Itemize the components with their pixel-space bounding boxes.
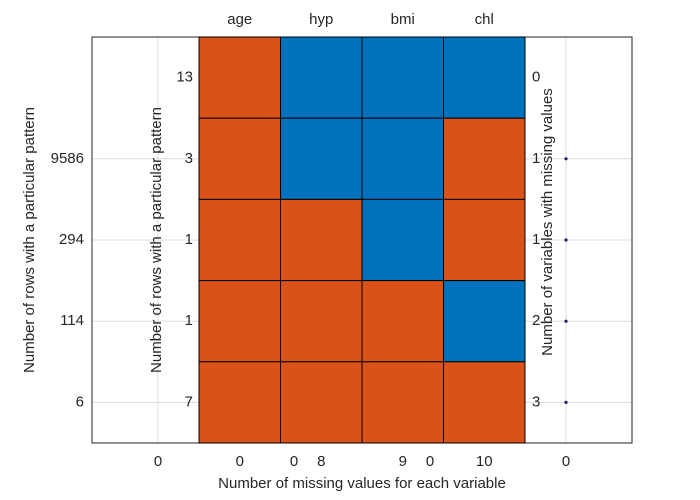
- x-tick-label: 0: [562, 453, 570, 470]
- row-missing-label: 0: [532, 69, 540, 86]
- pattern-cell: [280, 198, 363, 282]
- y-tick-label: 114: [60, 312, 84, 329]
- row-count-label: 1: [185, 312, 193, 329]
- pattern-cell: [280, 117, 363, 200]
- row-count-label: 7: [185, 393, 193, 410]
- pattern-cell: [198, 36, 281, 119]
- y-label: Number of rows with a particular pattern: [21, 107, 38, 373]
- pattern-cell: [361, 361, 444, 444]
- column-label: hyp: [309, 11, 333, 28]
- row-missing-label: 3: [532, 393, 540, 410]
- y2-label: Number of variables with missing values: [539, 88, 556, 356]
- y-tick-label: 9586: [51, 150, 84, 167]
- row-missing-label: 2: [532, 312, 540, 329]
- pattern-cell: [280, 361, 363, 444]
- inner-y-label: Number of rows with a particular pattern: [148, 107, 165, 373]
- pattern-cell: [443, 117, 526, 200]
- pattern-cell: [443, 280, 526, 363]
- y-tick-label: 6: [76, 393, 84, 410]
- pattern-cell: [280, 36, 363, 119]
- row-count-label: 3: [185, 150, 193, 167]
- row-count-label: 13: [176, 69, 193, 86]
- column-label: age: [227, 11, 252, 28]
- pattern-cell: [198, 361, 281, 444]
- column-label: chl: [475, 11, 494, 28]
- x-tick-label: 0: [426, 453, 434, 470]
- row-missing-label: 1: [532, 150, 540, 167]
- pattern-cell: [443, 198, 526, 282]
- pattern-cell: [361, 198, 444, 282]
- x-label: Number of missing values for each variab…: [218, 475, 506, 492]
- marker: [564, 400, 568, 404]
- pattern-cell: [198, 280, 281, 363]
- x-tick-label: 0: [154, 453, 162, 470]
- column-missing-label: 10: [476, 453, 493, 470]
- column-missing-label: 8: [317, 453, 325, 470]
- x-tick-label: 0: [290, 453, 298, 470]
- y-tick-label: 294: [59, 231, 84, 248]
- pattern-cell: [361, 36, 444, 119]
- pattern-cell: [443, 361, 526, 444]
- marker: [564, 157, 568, 161]
- row-missing-label: 1: [532, 231, 540, 248]
- column-missing-label: 9: [399, 453, 407, 470]
- pattern-cell: [443, 36, 526, 119]
- pattern-cell: [361, 117, 444, 200]
- pattern-cell: [361, 280, 444, 363]
- pattern-cell: [198, 117, 281, 200]
- pattern-cell: [198, 198, 281, 282]
- marker: [564, 319, 568, 323]
- pattern-cell: [280, 280, 363, 363]
- marker: [564, 238, 568, 242]
- row-count-label: 1: [185, 231, 193, 248]
- column-missing-label: 0: [236, 453, 244, 470]
- column-label: bmi: [391, 11, 415, 28]
